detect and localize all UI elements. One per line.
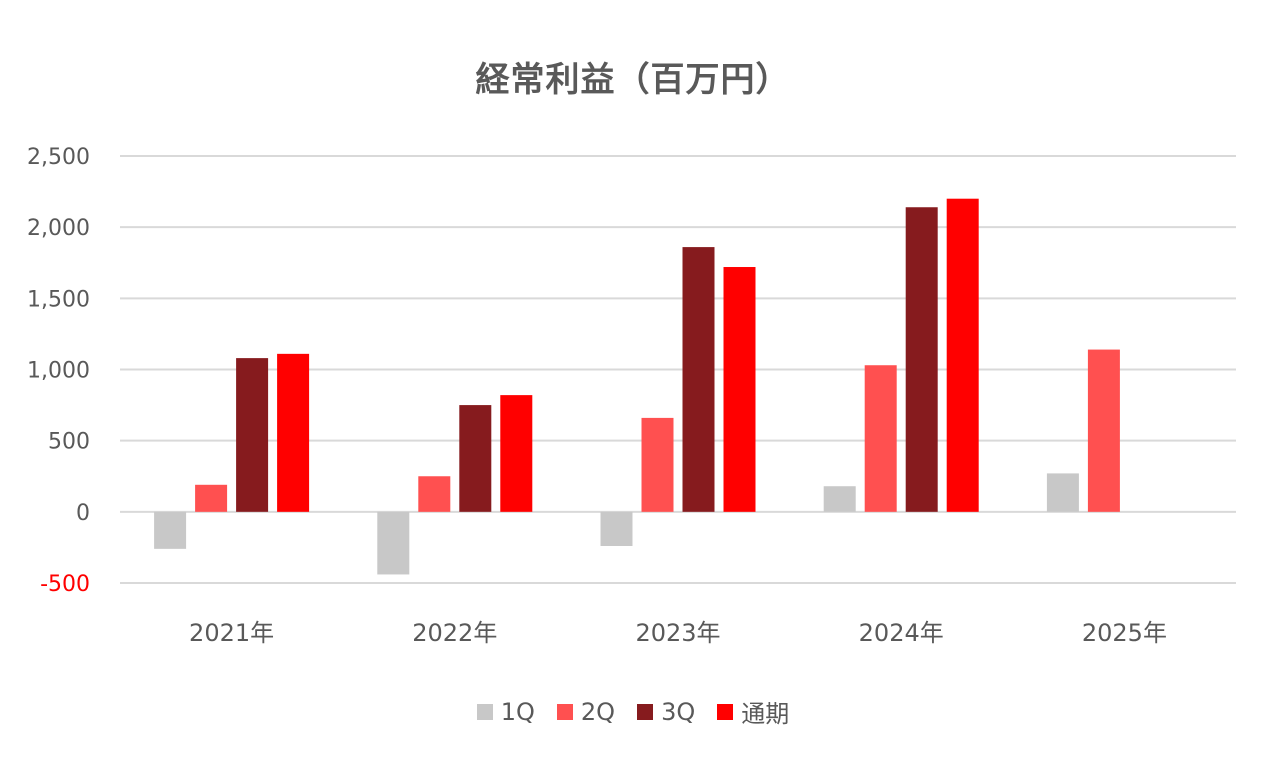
bar bbox=[418, 476, 451, 512]
y-axis-ticks: -500 0 500 1,000 1,500 2,000 2,500 bbox=[27, 145, 90, 597]
x-tick-label: 2025年 bbox=[1082, 619, 1167, 647]
y-tick-label: 2,500 bbox=[27, 145, 90, 170]
legend: 1Q 2Q 3Q 通期 bbox=[0, 694, 1266, 729]
bar bbox=[459, 405, 492, 512]
bar bbox=[277, 353, 310, 512]
y-tick-label: -500 bbox=[40, 572, 90, 597]
bar bbox=[823, 486, 856, 512]
bar bbox=[946, 198, 979, 512]
bar bbox=[1087, 349, 1120, 512]
x-axis-ticks: 2021年 2022年 2023年 2024年 2025年 bbox=[189, 619, 1167, 647]
bar bbox=[154, 511, 187, 549]
y-tick-label: 500 bbox=[48, 430, 90, 455]
chart-title: 経常利益（百万円） bbox=[475, 60, 791, 100]
y-tick-label: 1,000 bbox=[27, 359, 90, 384]
legend-item: 3Q bbox=[637, 694, 695, 729]
legend-item: 1Q bbox=[476, 694, 535, 729]
bar bbox=[682, 247, 715, 512]
legend-swatch bbox=[637, 703, 654, 720]
bar bbox=[236, 358, 269, 512]
bars bbox=[154, 198, 1120, 575]
legend-swatch bbox=[476, 703, 493, 720]
legend-label: 2Q bbox=[580, 697, 616, 726]
legend-label: 3Q bbox=[661, 697, 696, 726]
x-tick-label: 2024年 bbox=[859, 619, 944, 647]
legend-item: 2Q bbox=[556, 694, 616, 729]
bar bbox=[600, 511, 633, 546]
x-tick-label: 2021年 bbox=[189, 619, 274, 647]
bar bbox=[723, 267, 756, 512]
legend-swatch bbox=[717, 703, 734, 720]
bar bbox=[641, 417, 674, 512]
y-tick-label: 1,500 bbox=[27, 287, 90, 312]
legend-swatch bbox=[556, 703, 573, 720]
y-tick-label: 2,000 bbox=[27, 216, 90, 241]
bar bbox=[864, 365, 897, 512]
bar bbox=[195, 484, 228, 512]
legend-label: 1Q bbox=[500, 697, 535, 726]
x-tick-label: 2022年 bbox=[412, 619, 497, 647]
x-tick-label: 2023年 bbox=[635, 619, 720, 647]
y-tick-label: 0 bbox=[76, 501, 90, 526]
legend-label: 通期 bbox=[741, 700, 790, 728]
legend-item: 通期 bbox=[717, 694, 789, 729]
bar bbox=[1046, 473, 1079, 512]
bar bbox=[500, 395, 533, 512]
bar bbox=[377, 511, 410, 575]
bar bbox=[905, 207, 938, 512]
